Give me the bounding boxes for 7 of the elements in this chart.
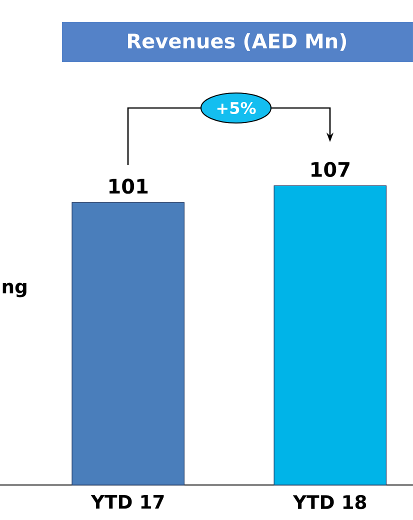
x-tick-label: YTD 17 [90, 495, 164, 509]
annotation: ng [2, 282, 26, 298]
text: +5% [217, 102, 256, 114]
data-label: 107 [312, 162, 350, 177]
x-tick-label: YTD 18 [292, 495, 366, 510]
data-label: 101 [109, 178, 148, 194]
chart-title: Revenues (AED Mn) [128, 33, 346, 51]
